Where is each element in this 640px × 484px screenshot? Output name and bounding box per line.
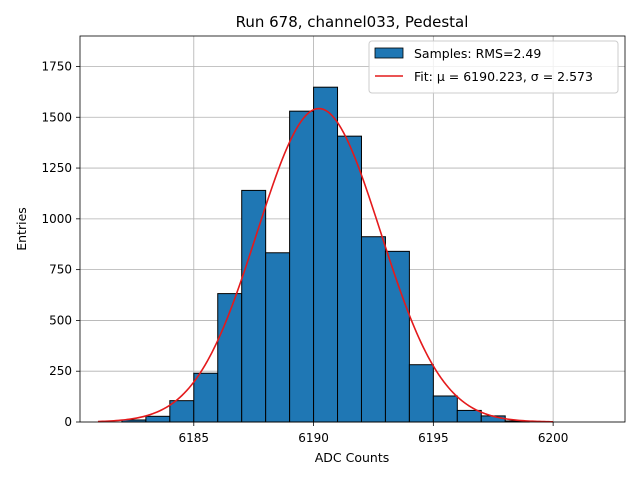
histogram-bar xyxy=(313,86,339,423)
y-tick-label: 1750 xyxy=(41,59,72,73)
legend-swatch-samples xyxy=(374,47,404,59)
y-axis-label: Entries xyxy=(14,207,29,251)
histogram-bar xyxy=(265,252,291,423)
histogram-bar xyxy=(337,135,362,423)
y-tick-label: 250 xyxy=(49,364,72,378)
y-tick-label: 1250 xyxy=(41,161,72,175)
histogram-bar xyxy=(169,400,195,423)
legend-label-fit: Fit: μ = 6190.223, σ = 2.573 xyxy=(414,69,593,84)
x-tick-label: 6195 xyxy=(418,431,449,445)
fit-curve-line xyxy=(97,107,554,423)
histogram-bar xyxy=(241,189,267,423)
y-tick-label: 1000 xyxy=(41,212,72,226)
y-tick-label: 750 xyxy=(49,263,72,277)
histogram-bar xyxy=(360,236,386,423)
y-axis-ticks: 0 250 500 750 1000 1250 1500 1750 xyxy=(41,59,80,429)
x-tick-label: 6185 xyxy=(179,431,210,445)
y-tick-label: 1500 xyxy=(41,110,72,124)
histogram-bar xyxy=(408,364,434,423)
histogram-bar xyxy=(456,409,482,423)
histogram-bars xyxy=(121,86,530,423)
x-axis-label: ADC Counts xyxy=(315,450,390,465)
legend-label-samples: Samples: RMS=2.49 xyxy=(414,46,541,61)
y-tick-label: 0 xyxy=(64,415,72,429)
x-tick-label: 6200 xyxy=(538,431,569,445)
histogram-bar xyxy=(193,372,219,423)
histogram-bar xyxy=(432,395,458,423)
histogram-bar xyxy=(384,250,410,423)
histogram-bar xyxy=(145,415,171,423)
plot-frame xyxy=(79,35,626,423)
y-tick-label: 500 xyxy=(49,313,72,327)
histogram-bar xyxy=(289,110,315,423)
legend-box xyxy=(368,40,619,94)
x-axis-ticks: 6185 6190 6195 6200 xyxy=(179,422,569,445)
x-tick-label: 6190 xyxy=(298,431,329,445)
legend: Samples: RMS=2.49 Fit: μ = 6190.223, σ =… xyxy=(368,40,619,94)
chart-title: Run 678, channel033, Pedestal xyxy=(236,13,469,31)
